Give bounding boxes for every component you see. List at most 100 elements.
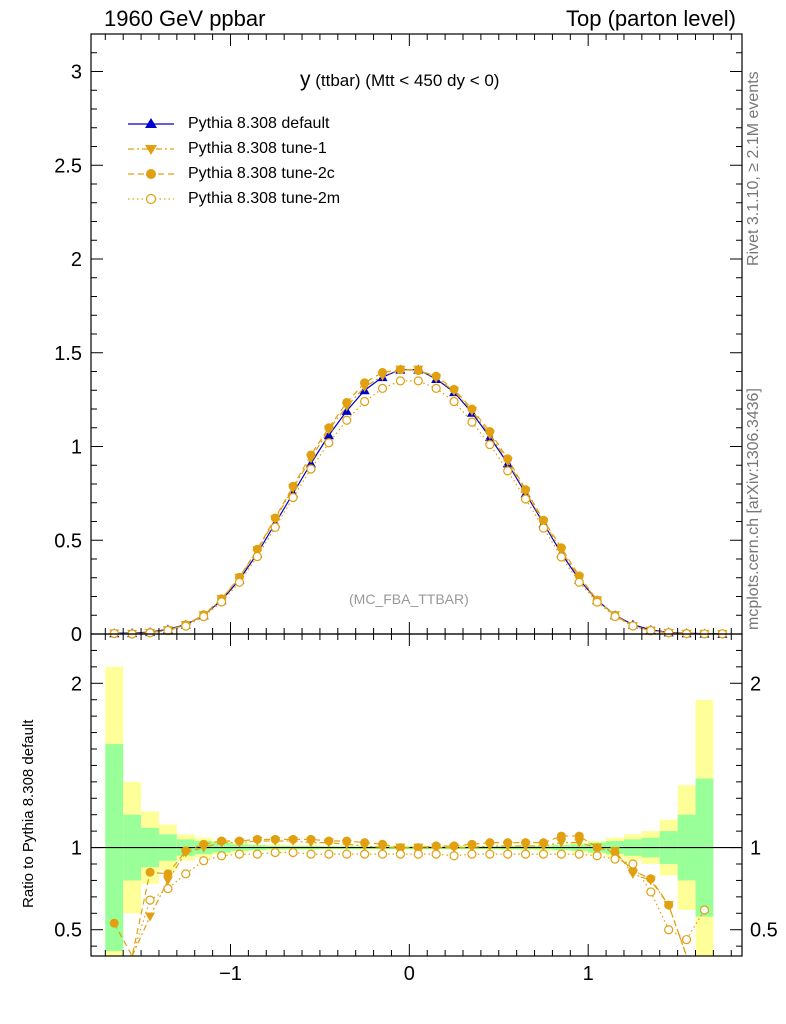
analysis-tag: (MC_FBA_TTBAR) xyxy=(349,591,469,607)
ratio-point-2-8 xyxy=(252,849,262,859)
ratio-point-1-4 xyxy=(181,846,191,856)
ratio-point-1-11 xyxy=(306,834,316,844)
main-point-2-21 xyxy=(485,427,495,436)
y-tick-label: 0.5 xyxy=(54,530,82,552)
legend-label-tune-2m: Pythia 8.308 tune-2m xyxy=(188,190,341,207)
ratio-point-2-20 xyxy=(467,849,477,859)
ratio-point-2-23 xyxy=(520,849,531,859)
main-point-3-7 xyxy=(234,577,245,587)
main-point-3-27 xyxy=(592,597,602,607)
main-point-3-31 xyxy=(664,628,674,638)
ratio-y-tick-label-right: 0.5 xyxy=(750,920,778,942)
main-point-3-19 xyxy=(449,396,459,407)
ratio-point-2-32 xyxy=(681,934,692,945)
ratio-point-0-2 xyxy=(145,912,156,922)
ratio-y-tick-label: 1 xyxy=(71,838,82,860)
main-point-2-11 xyxy=(306,450,316,460)
axis-tick-labels: −1 0 1 0 0.5 1 1.5 2 2.5 3 0.5 0.5 1 1 2 2 xyxy=(54,62,778,986)
main-point-3-22 xyxy=(503,466,513,476)
header-right-label: Top (parton level) xyxy=(566,6,736,31)
x-tick-label: 0 xyxy=(404,963,415,985)
ratio-point-1-21 xyxy=(485,838,495,848)
ratio-point-2-9 xyxy=(270,847,280,858)
ratio-series-line-1 xyxy=(113,835,688,958)
main-point-2-15 xyxy=(378,367,388,377)
y-tick-label: 2.5 xyxy=(54,155,82,177)
main-point-3-20 xyxy=(467,417,477,427)
ratio-point-2-12 xyxy=(324,849,334,859)
main-point-2-24 xyxy=(538,515,548,525)
ratio-point-2-27 xyxy=(592,851,602,861)
main-point-2-18 xyxy=(431,371,441,381)
main-point-2-8 xyxy=(252,544,262,554)
ratio-point-2-19 xyxy=(449,851,459,861)
x-tick-label: −1 xyxy=(219,963,242,985)
header-left-label: 1960 GeV ppbar xyxy=(104,6,266,31)
ratio-point-2-24 xyxy=(538,849,549,859)
main-point-3-4 xyxy=(181,621,191,631)
ratio-point-1-31 xyxy=(664,900,674,910)
ratio-point-1-20 xyxy=(467,839,477,849)
axis-ticks xyxy=(91,33,742,956)
ratio-series-line-2 xyxy=(131,851,705,957)
ratio-point-1-5 xyxy=(199,839,209,849)
ratio-point-2-6 xyxy=(216,851,227,861)
main-point-3-10 xyxy=(288,492,298,503)
ratio-plot-frame xyxy=(90,633,743,957)
ratio-point-1-22 xyxy=(503,838,513,848)
ratio-plot-series xyxy=(109,831,710,958)
main-point-3-12 xyxy=(324,438,334,448)
mcplots-reference-label: mcplots.cern.ch [arXiv:1306.3436] xyxy=(745,388,762,630)
main-point-3-2 xyxy=(145,628,155,638)
main-point-3-25 xyxy=(556,552,566,562)
ratio-y-axis-label: Ratio to Pythia 8.308 default xyxy=(20,719,37,908)
main-point-3-9 xyxy=(270,522,280,532)
main-point-3-23 xyxy=(520,494,531,504)
ratio-point-2-33 xyxy=(699,905,710,915)
main-point-2-12 xyxy=(324,423,334,433)
legend-marker-open-circle-icon xyxy=(128,193,174,205)
ratio-point-1-3 xyxy=(163,869,173,879)
main-point-3-8 xyxy=(252,551,262,562)
ratio-point-1-17 xyxy=(413,843,423,853)
ratio-y-tick-label-right: 1 xyxy=(750,838,761,860)
ratio-point-2-16 xyxy=(395,849,406,859)
ratio-point-1-8 xyxy=(252,834,262,844)
main-point-3-3 xyxy=(163,625,173,636)
main-point-2-19 xyxy=(449,384,459,394)
ratio-point-1-28 xyxy=(610,848,620,857)
ratio-point-1-13 xyxy=(342,836,352,846)
ratio-point-2-18 xyxy=(431,849,441,859)
ratio-point-2-17 xyxy=(413,849,423,859)
main-point-3-15 xyxy=(377,383,388,393)
legend-label-default: Pythia 8.308 default xyxy=(188,115,330,132)
ratio-point-2-26 xyxy=(574,849,584,859)
main-point-2-16 xyxy=(395,365,405,375)
main-point-2-26 xyxy=(574,571,584,581)
main-point-3-6 xyxy=(216,597,227,607)
main-point-3-28 xyxy=(610,611,620,622)
ratio-point-1-26 xyxy=(574,831,584,841)
main-point-2-22 xyxy=(503,454,513,464)
main-point-2-23 xyxy=(521,485,531,495)
ratio-point-2-13 xyxy=(342,849,352,859)
main-point-3-17 xyxy=(413,376,423,386)
ratio-point-0-3 xyxy=(162,876,173,886)
ratio-point-2-14 xyxy=(360,849,370,859)
ratio-point-1-14 xyxy=(360,838,370,848)
main-point-2-17 xyxy=(413,366,423,376)
ratio-point-2-11 xyxy=(306,849,316,859)
legend-marker-circle-icon xyxy=(128,169,174,179)
ratio-point-1-7 xyxy=(234,836,244,846)
main-point-3-18 xyxy=(431,383,441,393)
ratio-point-1-16 xyxy=(395,843,405,853)
main-point-2-20 xyxy=(467,404,477,414)
ratio-point-1-29 xyxy=(628,866,638,876)
main-point-3-29 xyxy=(628,621,638,631)
ratio-point-1-23 xyxy=(521,838,531,848)
ratio-point-1-10 xyxy=(288,834,298,844)
y-tick-label: 1 xyxy=(71,437,82,459)
legend-marker-triangle-down-icon xyxy=(128,145,174,155)
plot-title-sub: (ttbar) (Mtt < 450 dy < 0) xyxy=(315,71,500,90)
ratio-point-2-31 xyxy=(664,925,674,935)
